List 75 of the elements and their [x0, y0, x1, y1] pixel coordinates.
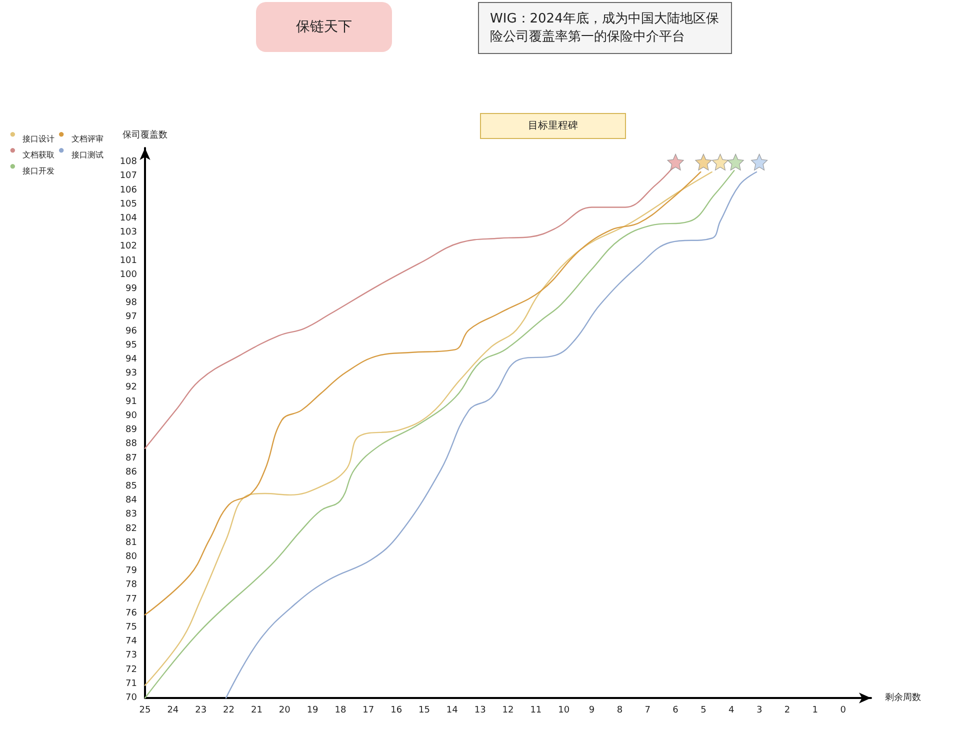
x-tick-label: 3 [756, 706, 762, 716]
x-tick-label: 20 [278, 706, 291, 716]
x-axis-title: 剩余周数 [885, 692, 921, 703]
x-tick-label: 8 [616, 706, 623, 716]
x-tick-label: 7 [644, 706, 650, 716]
y-tick-label: 95 [126, 340, 137, 350]
y-tick-label: 91 [126, 396, 137, 407]
y-tick-label: 70 [126, 693, 138, 703]
x-tick-label: 16 [390, 706, 402, 716]
legend-label: 接口测试 [71, 150, 104, 160]
y-tick-label: 97 [126, 312, 137, 322]
x-tick-label: 13 [474, 706, 486, 716]
x-tick-label: 1 [812, 706, 818, 716]
x-tick-label: 4 [728, 706, 735, 716]
y-tick-label: 98 [126, 298, 138, 308]
x-tick-label: 17 [362, 706, 374, 716]
y-tick-label: 86 [126, 467, 138, 478]
legend-label: 接口设计 [22, 134, 55, 144]
y-tick-label: 89 [126, 425, 138, 436]
y-tick-label: 108 [120, 157, 138, 168]
text: 目标里程碑 [528, 120, 578, 132]
chart-title: 保链天下 [296, 19, 352, 35]
y-tick-label: 75 [126, 622, 137, 632]
legend-label: 文档评审 [71, 134, 104, 144]
y-tick-label: 77 [126, 594, 137, 604]
y-tick-label: 105 [120, 199, 137, 210]
y-tick-label: 102 [120, 242, 137, 252]
x-tick-label: 9 [588, 706, 595, 716]
x-tick-label: 15 [418, 706, 430, 716]
chart-subtitle: WIG：2024年底，成为中国大陆地区保险公司覆盖率第一的保险中介平台 [490, 12, 719, 44]
x-tick-label: 19 [306, 706, 319, 716]
x-tick-label: 22 [223, 706, 234, 716]
y-tick-label: 101 [120, 256, 137, 266]
y-tick-label: 96 [126, 326, 138, 336]
y-tick-label: 74 [126, 636, 138, 647]
legend-label: 接口开发 [22, 166, 55, 176]
y-tick-label: 93 [126, 368, 137, 379]
x-tick-label: 0 [840, 706, 846, 716]
y-tick-label: 81 [126, 538, 137, 548]
legend-label: 文档获取 [22, 150, 55, 160]
x-tick-label: 5 [700, 706, 706, 716]
x-tick-label: 23 [195, 706, 207, 716]
y-tick-label: 72 [126, 664, 137, 675]
x-tick-label: 24 [167, 706, 179, 716]
y-tick-label: 84 [126, 496, 138, 506]
x-tick-label: 14 [446, 706, 458, 716]
y-tick-label: 71 [126, 678, 137, 689]
y-tick-label: 92 [126, 382, 137, 393]
y-tick-label: 103 [120, 228, 137, 238]
y-tick-label: 73 [126, 650, 137, 661]
y-tick-label: 79 [126, 566, 138, 576]
y-tick-label: 85 [126, 481, 137, 492]
y-tick-label: 100 [120, 270, 138, 280]
y-axis-title: 保司覆盖数 [122, 130, 168, 140]
y-tick-label: 104 [120, 214, 138, 224]
y-tick-label: 107 [120, 171, 137, 182]
x-tick-label: 21 [250, 706, 262, 716]
x-tick-label: 10 [558, 706, 570, 716]
x-tick-label: 11 [530, 706, 542, 716]
x-tick-label: 12 [502, 706, 514, 716]
x-tick-label: 2 [784, 706, 790, 716]
x-tick-label: 6 [672, 706, 679, 716]
y-tick-label: 94 [126, 354, 138, 365]
y-tick-label: 90 [126, 410, 138, 421]
y-tick-label: 87 [126, 453, 137, 464]
y-tick-label: 106 [120, 185, 138, 196]
y-tick-label: 82 [126, 524, 137, 534]
y-tick-label: 80 [126, 552, 138, 562]
y-tick-label: 78 [126, 580, 138, 590]
y-tick-label: 76 [126, 608, 138, 618]
y-tick-label: 99 [126, 284, 138, 294]
x-tick-label: 18 [334, 706, 346, 716]
y-tick-label: 83 [126, 510, 137, 520]
x-tick-label: 25 [139, 706, 151, 716]
y-tick-label: 88 [126, 439, 138, 450]
